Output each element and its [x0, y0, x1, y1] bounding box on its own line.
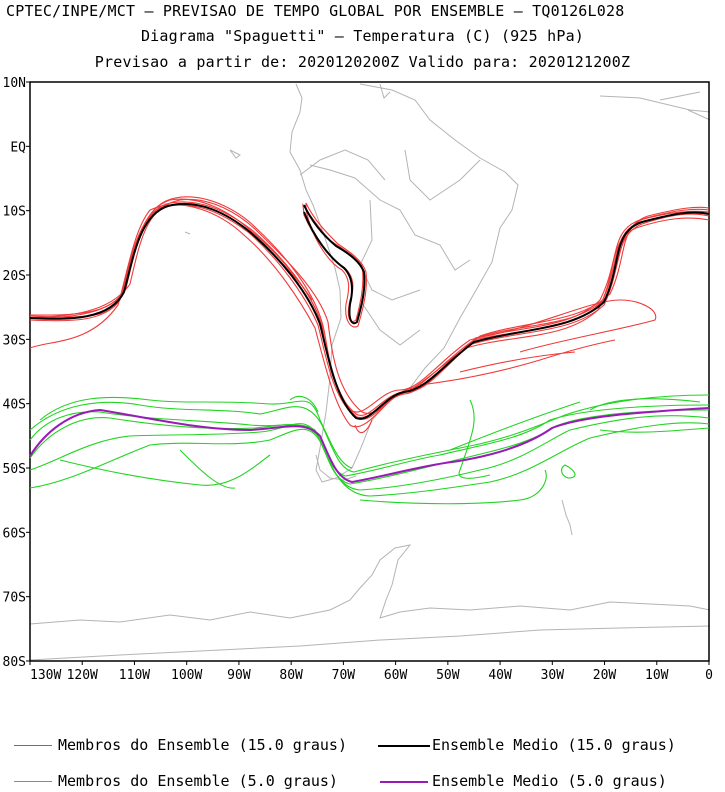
- title-line-2: Diagrama "Spaguetti" — Temperatura (C) (…: [140, 27, 585, 45]
- map-frame: [29, 81, 710, 662]
- lat-tick-label: 40S: [3, 398, 26, 413]
- lat-tick-label: 10S: [3, 205, 26, 220]
- legend-red-swatch: [14, 745, 52, 746]
- lon-tick-label: 70W: [332, 668, 356, 683]
- legend-red-label: Membros do Ensemble (15.0 graus): [58, 736, 347, 754]
- lon-tick-label: 60W: [384, 668, 408, 683]
- legend-black-swatch: [378, 745, 430, 747]
- lon-tick-label: 40W: [488, 668, 512, 683]
- legend-purple-label: Ensemble Medio (5.0 graus): [432, 772, 667, 790]
- coastlines: [29, 83, 711, 661]
- lat-tick-label: 60S: [3, 526, 26, 541]
- purple-ensemble-mean: [29, 407, 710, 484]
- lat-tick-label: 50S: [3, 462, 26, 477]
- lon-tick-label: 80W: [279, 668, 303, 683]
- green-ensemble-members: [29, 394, 710, 505]
- lat-tick-label: EQ: [10, 140, 26, 155]
- lat-tick-label: 80S: [3, 655, 26, 670]
- legend-purple-swatch: [380, 781, 428, 783]
- lat-tick-label: 70S: [3, 591, 26, 606]
- legend-green-label: Membros do Ensemble (5.0 graus): [58, 772, 338, 790]
- lon-tick-label: 130W: [30, 668, 61, 683]
- lon-tick-label: 90W: [227, 668, 251, 683]
- latitude-labels: 10N EQ 10S 20S 30S 40S 50S 60S 70S 80S: [3, 76, 27, 670]
- title-line-1: CPTEC/INPE/MCT — PREVISAO DE TEMPO GLOBA…: [6, 2, 625, 20]
- lon-tick-label: 120W: [67, 668, 98, 683]
- lon-tick-label: 10W: [645, 668, 669, 683]
- legend-green-swatch: [14, 781, 52, 782]
- lon-tick-label: 110W: [119, 668, 150, 683]
- lat-tick-label: 10N: [3, 76, 26, 91]
- title-line-3: Previsao a partir de: 2020120200Z Valido…: [94, 53, 631, 71]
- axis-ticks: [26, 81, 710, 665]
- lon-tick-label: 100W: [171, 668, 202, 683]
- lon-tick-label: 50W: [436, 668, 460, 683]
- black-ensemble-mean: [29, 202, 710, 420]
- lon-tick-label: 30W: [541, 668, 565, 683]
- lon-tick-label: 20W: [593, 668, 617, 683]
- legend-black-label: Ensemble Medio (15.0 graus): [432, 736, 676, 754]
- longitude-labels: 130W 120W 110W 100W 90W 80W 70W 60W 50W 40W 30W 20W…: [30, 668, 713, 683]
- lat-tick-label: 20S: [3, 269, 26, 284]
- lon-tick-label: 0: [705, 668, 713, 683]
- lat-tick-label: 30S: [3, 333, 26, 348]
